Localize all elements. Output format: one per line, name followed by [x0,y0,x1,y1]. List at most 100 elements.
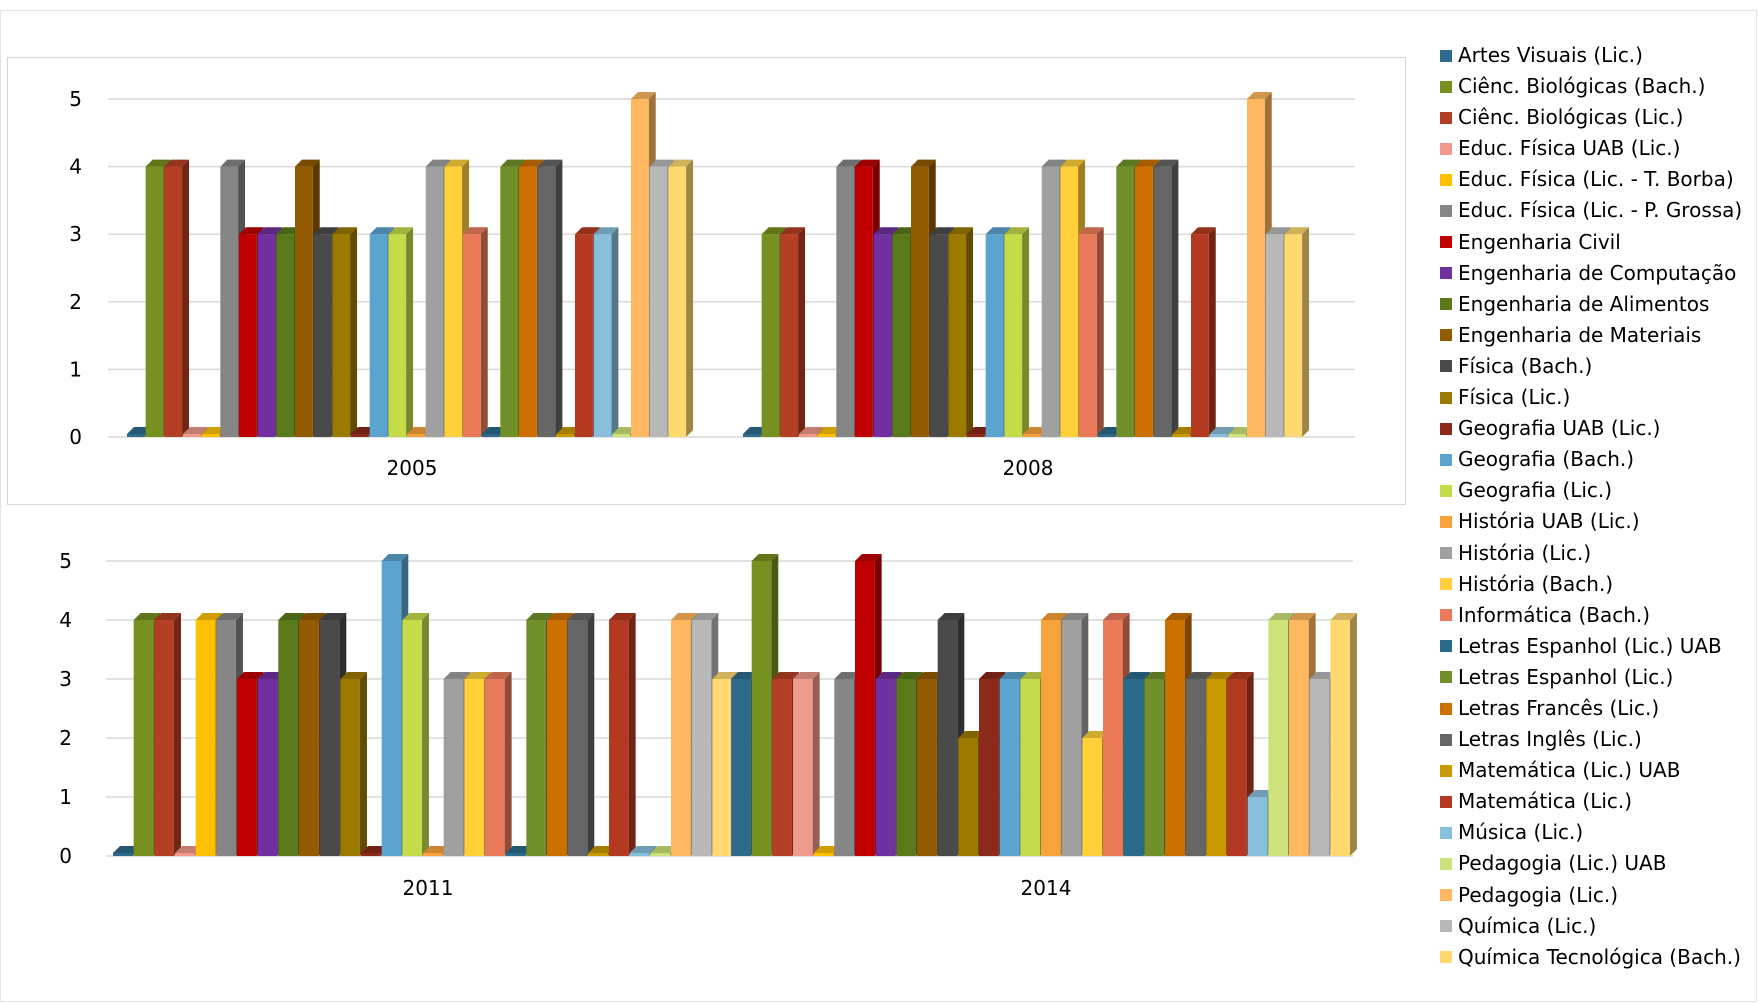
legend-label: Educ. Física UAB (Lic.) [1458,136,1681,161]
legend-item: Música (Lic.) [1440,817,1742,848]
legend-label: Geografia UAB (Lic.) [1458,416,1661,441]
legend-swatch [1440,764,1452,777]
legend-label: Matemática (Lic.) [1458,789,1633,814]
bar [485,672,512,856]
legend-swatch [1440,329,1452,342]
bar [340,672,367,856]
legend-item: Pedagogia (Lic.) UAB [1440,848,1742,879]
legend-swatch [1440,422,1452,435]
bar [332,227,358,437]
legend-label: História (Lic.) [1458,540,1592,565]
legend-swatch [1440,515,1452,528]
legend-label: Geografia (Bach.) [1458,447,1635,472]
category-label: 2008 [1003,456,1054,480]
legend-item: Ciênc. Biológicas (Bach.) [1440,71,1742,102]
bar [567,613,595,856]
legend-item: Geografia (Bach.) [1440,444,1742,475]
legend-label: História UAB (Lic.) [1458,509,1640,534]
bar [1191,227,1216,437]
bar [463,227,488,437]
legend-label: Engenharia de Alimentos [1458,291,1710,316]
legend-label: Química (Lic.) [1458,913,1597,938]
legend-swatch [1440,236,1452,249]
legend-swatch [1440,733,1452,746]
legend-item: Artes Visuais (Lic.) [1440,40,1742,71]
legend-label: Informática (Bach.) [1458,602,1651,627]
legend-swatch [1440,360,1452,373]
legend-item: Letras Francês (Lic.) [1440,693,1742,724]
y-tick-label: 0 [69,425,82,449]
legend-item: História (Lic.) [1440,538,1742,569]
legend-item: Letras Espanhol (Lic.) UAB [1440,631,1742,662]
legend-item: Química Tecnológica (Bach.) [1440,942,1742,973]
legend-label: Ciênc. Biológicas (Bach.) [1458,74,1706,99]
bar [402,613,429,856]
legend-label: Letras Espanhol (Lic.) UAB [1458,633,1722,658]
legend-item: Física (Lic.) [1440,382,1742,413]
legend-swatch [1440,795,1452,808]
legend-label: Engenharia Civil [1458,229,1621,254]
legend-swatch [1440,111,1452,124]
legend-label: Música (Lic.) [1458,820,1584,845]
bar [593,227,619,437]
y-tick-label: 4 [69,155,82,179]
y-tick-label: 1 [59,785,72,809]
legend-item: Geografia UAB (Lic.) [1440,413,1742,444]
legend-label: Pedagogia (Lic.) [1458,882,1619,907]
legend-label: Letras Espanhol (Lic.) [1458,664,1674,689]
legend-label: Física (Bach.) [1458,353,1593,378]
legend-label: Química Tecnológica (Bach.) [1458,944,1741,969]
legend-label: Matemática (Lic.) UAB [1458,758,1681,783]
legend-item: Matemática (Lic.) UAB [1440,755,1742,786]
legend-item: História UAB (Lic.) [1440,506,1742,537]
legend-item: Educ. Física (Lic. - P. Grossa) [1440,195,1742,226]
bar [948,227,974,437]
legend-item: Física (Bach.) [1440,351,1742,382]
legend-swatch [1440,826,1452,839]
bar [668,159,694,437]
legend-item: Química (Lic.) [1440,911,1742,942]
legend-swatch [1440,173,1452,186]
bar [537,159,563,437]
legend-swatch [1440,547,1452,560]
bar [1153,159,1179,437]
bar [1284,227,1310,437]
legend-item: Letras Espanhol (Lic.) [1440,662,1742,693]
legend-swatch [1440,298,1452,311]
chart-area-frame [0,10,1757,1002]
legend-label: Letras Francês (Lic.) [1458,695,1660,720]
legend-item: Geografia (Lic.) [1440,475,1742,506]
legend-swatch [1440,49,1452,62]
bar [1004,227,1030,437]
legend-label: Pedagogia (Lic.) UAB [1458,851,1667,876]
legend-item: Engenharia de Materiais [1440,320,1742,351]
legend-swatch [1440,484,1452,497]
legend-swatch [1440,951,1452,964]
bar [793,672,820,856]
legend-swatch [1440,142,1452,155]
legend-item: Matemática (Lic.) [1440,786,1742,817]
legend-swatch [1440,671,1452,684]
legend-item: Engenharia de Alimentos [1440,289,1742,320]
y-tick-label: 5 [59,549,72,573]
bar [1079,227,1104,437]
legend-swatch [1440,640,1452,653]
category-label: 2014 [1021,876,1072,900]
legend-swatch [1440,453,1452,466]
legend-label: Engenharia de Materiais [1458,322,1702,347]
legend-label: Artes Visuais (Lic.) [1458,43,1643,67]
legend-label: Física (Lic.) [1458,385,1571,410]
legend-label: Educ. Física (Lic. - P. Grossa) [1458,198,1743,223]
bar [1330,613,1357,856]
bar [780,227,806,437]
chart-legend: Artes Visuais (Lic.) Ciênc. Biológicas (B… [1440,40,1742,973]
legend-item: Educ. Física (Lic. - T. Borba) [1440,164,1742,195]
legend-swatch [1440,920,1452,933]
y-tick-label: 0 [59,844,72,868]
legend-item: Engenharia de Computação [1440,258,1742,289]
bar [388,227,414,437]
y-tick-label: 3 [59,667,72,691]
legend-swatch [1440,702,1452,715]
legend-swatch [1440,857,1452,870]
